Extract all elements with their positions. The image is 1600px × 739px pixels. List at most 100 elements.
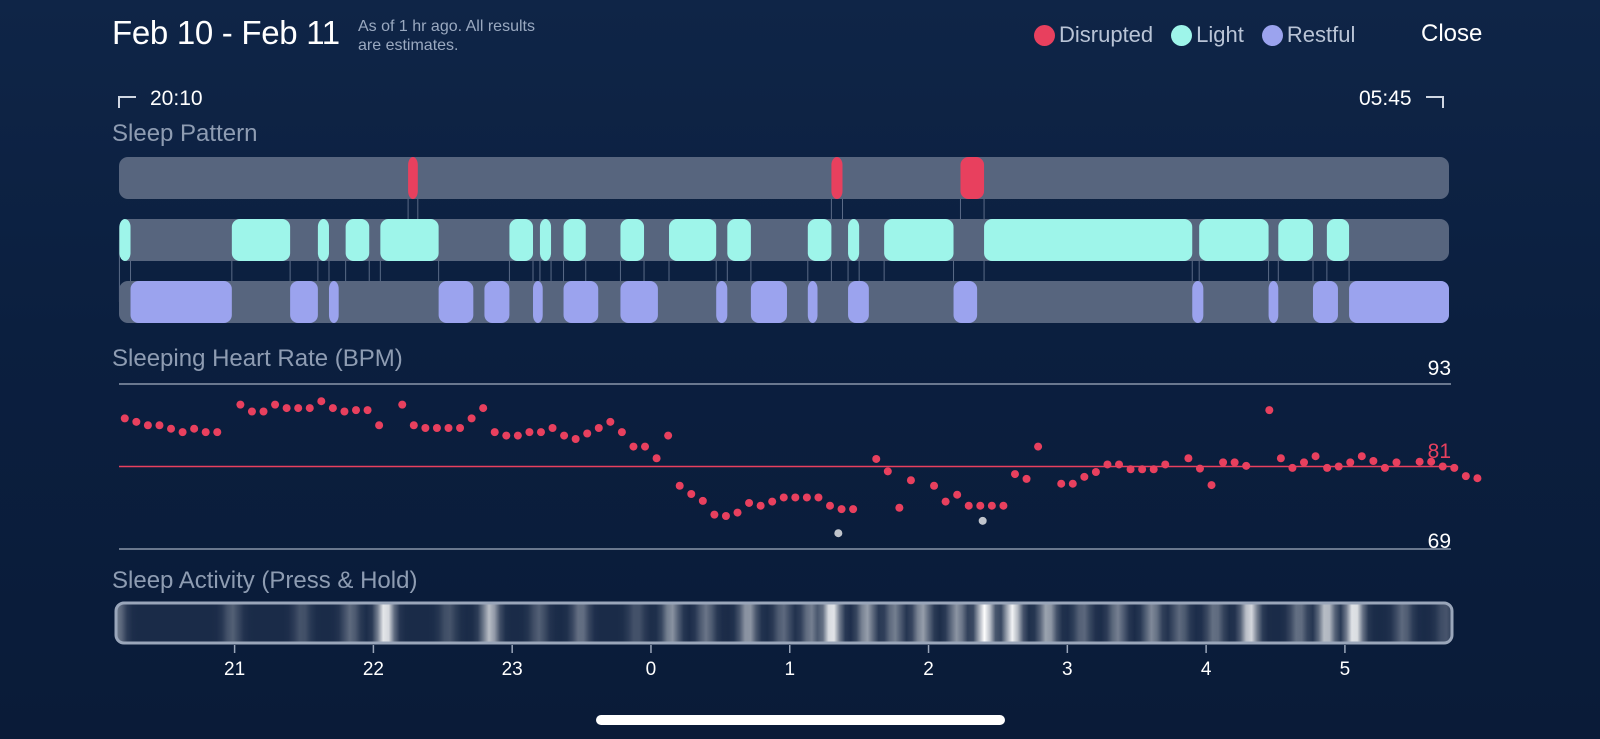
heart-rate-point bbox=[294, 404, 303, 413]
heart-rate-title: Sleeping Heart Rate (BPM) bbox=[112, 345, 403, 372]
heart-rate-point bbox=[352, 406, 361, 415]
heart-rate-point bbox=[490, 428, 499, 437]
heart-rate-point bbox=[1161, 460, 1170, 469]
heart-rate-point bbox=[675, 481, 684, 490]
heart-rate-point bbox=[745, 498, 754, 507]
heart-rate-point bbox=[456, 424, 465, 432]
start-bracket-icon bbox=[118, 96, 136, 108]
time-axis: 21 22 23 0 1 2 3 4 5 bbox=[224, 645, 1350, 680]
heart-rate-point bbox=[721, 512, 730, 520]
light-segment bbox=[539, 219, 552, 261]
heart-rate-point-gray bbox=[978, 516, 987, 525]
legend-light: Light bbox=[1171, 22, 1244, 48]
heart-rate-point bbox=[120, 414, 129, 423]
max-bpm-label: 93 bbox=[1428, 357, 1451, 380]
heart-rate-point bbox=[941, 497, 950, 506]
restful-segment bbox=[716, 281, 728, 323]
light-segment bbox=[380, 219, 439, 261]
restful-segment bbox=[533, 281, 543, 323]
axis-tick-label: 2 bbox=[923, 659, 934, 680]
heart-rate-point bbox=[247, 407, 256, 416]
heart-rate-point bbox=[826, 501, 835, 510]
heart-rate-point bbox=[432, 424, 441, 432]
restful-segment bbox=[563, 281, 599, 323]
light-segment bbox=[984, 219, 1193, 261]
disrupted-segment bbox=[831, 157, 843, 199]
heart-rate-point bbox=[213, 428, 222, 437]
restful-segment bbox=[620, 281, 658, 323]
heart-rate-point bbox=[1034, 442, 1043, 451]
axis-tick-label: 5 bbox=[1340, 659, 1351, 680]
heart-rate-point bbox=[1103, 460, 1112, 469]
activity-bar[interactable] bbox=[114, 601, 1454, 645]
heart-rate-point bbox=[1346, 458, 1355, 467]
heart-rate-point bbox=[1057, 479, 1066, 488]
light-segment bbox=[884, 219, 954, 261]
heart-rate-point bbox=[802, 493, 811, 502]
heart-rate-point bbox=[398, 400, 407, 409]
heart-rate-point bbox=[1242, 461, 1251, 470]
heart-rate-point bbox=[271, 400, 280, 409]
end-time: 05:45 bbox=[1359, 87, 1444, 111]
heart-rate-point bbox=[1022, 474, 1031, 483]
estimate-note-line2: are estimates. bbox=[358, 37, 459, 54]
heart-rate-point bbox=[953, 490, 962, 499]
heart-rate-point bbox=[502, 431, 511, 440]
heart-rate-point bbox=[664, 431, 673, 440]
legend: Disrupted Light Restful bbox=[1034, 22, 1373, 48]
start-time-label: 20:10 bbox=[150, 87, 203, 110]
heart-rate-point bbox=[1230, 458, 1239, 467]
heart-rate-point bbox=[698, 496, 707, 505]
heart-rate-point bbox=[1219, 458, 1228, 467]
light-segment bbox=[1278, 219, 1313, 261]
heart-rate-point bbox=[594, 424, 603, 432]
light-segment bbox=[345, 219, 370, 261]
end-time-label: 05:45 bbox=[1359, 87, 1412, 110]
heart-rate-point bbox=[1091, 468, 1100, 476]
legend-restful: Restful bbox=[1261, 22, 1355, 48]
axis-tick-label: 23 bbox=[502, 659, 523, 680]
heart-rate-point bbox=[756, 501, 765, 510]
heart-rate-point bbox=[340, 407, 349, 416]
heart-rate-point bbox=[1369, 457, 1378, 465]
heart-rate-point bbox=[1300, 458, 1309, 467]
restful-segment bbox=[750, 281, 787, 323]
restful-segment bbox=[1192, 281, 1204, 323]
light-segment bbox=[848, 219, 860, 261]
restful-segment bbox=[807, 281, 818, 323]
heart-rate-point bbox=[791, 493, 800, 502]
heart-rate-point bbox=[733, 508, 742, 517]
disrupted-track bbox=[119, 157, 1449, 199]
restful-segment bbox=[328, 281, 339, 323]
home-indicator bbox=[596, 715, 1005, 725]
heart-rate-point bbox=[479, 404, 488, 413]
heart-rate-point bbox=[1207, 481, 1216, 490]
heart-rate-point bbox=[906, 476, 915, 485]
heart-rate-point bbox=[583, 429, 592, 438]
heart-rate-point bbox=[525, 428, 534, 437]
heart-rate-point bbox=[1438, 462, 1447, 471]
estimate-note: As of 1 hr ago. All results are estimate… bbox=[358, 17, 598, 55]
heart-rate-point bbox=[1184, 454, 1193, 463]
heart-rate-point bbox=[1126, 465, 1135, 474]
restful-segment bbox=[130, 281, 232, 323]
legend-label-light: Light bbox=[1196, 22, 1244, 47]
estimate-note-line1: As of 1 hr ago. All results bbox=[358, 18, 535, 35]
sleep-activity-chart[interactable] bbox=[114, 601, 1454, 645]
heart-rate-chart: 93 81 69 bbox=[119, 357, 1482, 553]
restful-segment bbox=[1312, 281, 1338, 323]
date-range-title: Feb 10 - Feb 11 bbox=[112, 14, 340, 51]
heart-rate-point bbox=[895, 503, 904, 512]
light-segment bbox=[563, 219, 586, 261]
heart-rate-point bbox=[617, 428, 626, 437]
end-bracket-icon bbox=[1425, 96, 1444, 108]
axis-tick-label: 22 bbox=[363, 659, 384, 680]
heart-rate-point bbox=[1288, 463, 1297, 472]
heart-rate-point bbox=[883, 467, 892, 476]
close-button[interactable]: Close bbox=[1421, 20, 1483, 47]
light-segment bbox=[317, 219, 329, 261]
heart-rate-point bbox=[363, 406, 372, 415]
heart-rate-point bbox=[606, 417, 615, 426]
heart-rate-point bbox=[1323, 463, 1332, 472]
